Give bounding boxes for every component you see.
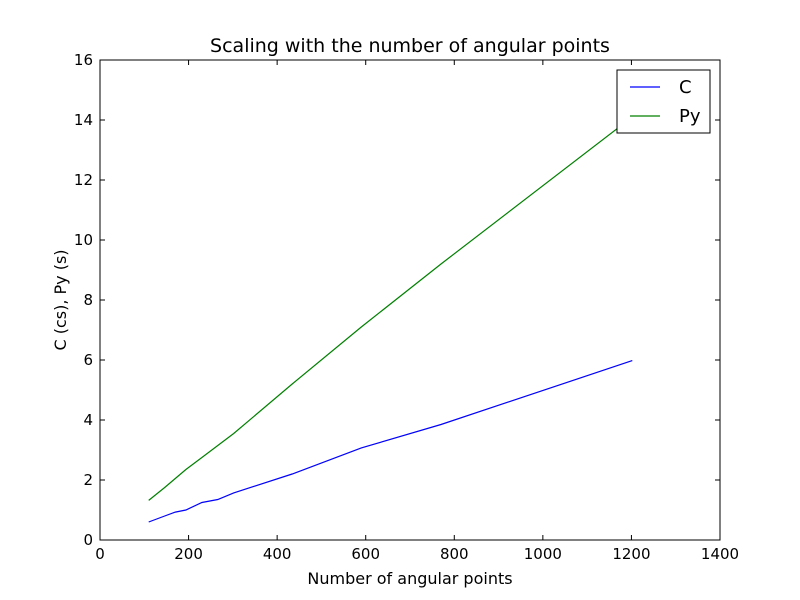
x-tick-label: 1200 <box>612 545 650 563</box>
series-line-py <box>148 116 633 501</box>
y-tick-label: 4 <box>83 411 93 429</box>
x-tick-label: 400 <box>263 545 292 563</box>
y-tick-label: 2 <box>83 471 93 489</box>
y-tick-label: 12 <box>74 171 93 189</box>
y-tick-label: 14 <box>74 111 93 129</box>
x-tick-label: 800 <box>440 545 469 563</box>
x-axis-label: Number of angular points <box>307 569 512 588</box>
legend-box <box>616 69 711 134</box>
legend: C Py <box>616 69 711 134</box>
y-tick-label: 6 <box>83 351 93 369</box>
plot-lines <box>148 116 633 523</box>
legend-label-py: Py <box>679 106 701 127</box>
chart-title: Scaling with the number of angular point… <box>210 35 610 57</box>
y-axis-label: C (cs), Py (s) <box>51 249 70 350</box>
x-axis: 0 200 400 600 800 1000 1200 1400 <box>95 60 739 563</box>
x-tick-label: 0 <box>95 545 105 563</box>
y-tick-label: 10 <box>74 231 93 249</box>
legend-label-c: C <box>679 77 692 98</box>
x-tick-label: 600 <box>351 545 380 563</box>
series-line-c <box>148 360 633 523</box>
y-tick-label: 0 <box>83 531 93 549</box>
x-tick-label: 1400 <box>701 545 739 563</box>
y-tick-label: 8 <box>83 291 93 309</box>
y-tick-label: 16 <box>74 51 93 69</box>
x-tick-label: 1000 <box>524 545 562 563</box>
x-tick-label: 200 <box>174 545 203 563</box>
y-axis: 0 2 4 6 8 10 12 14 16 <box>74 51 720 549</box>
